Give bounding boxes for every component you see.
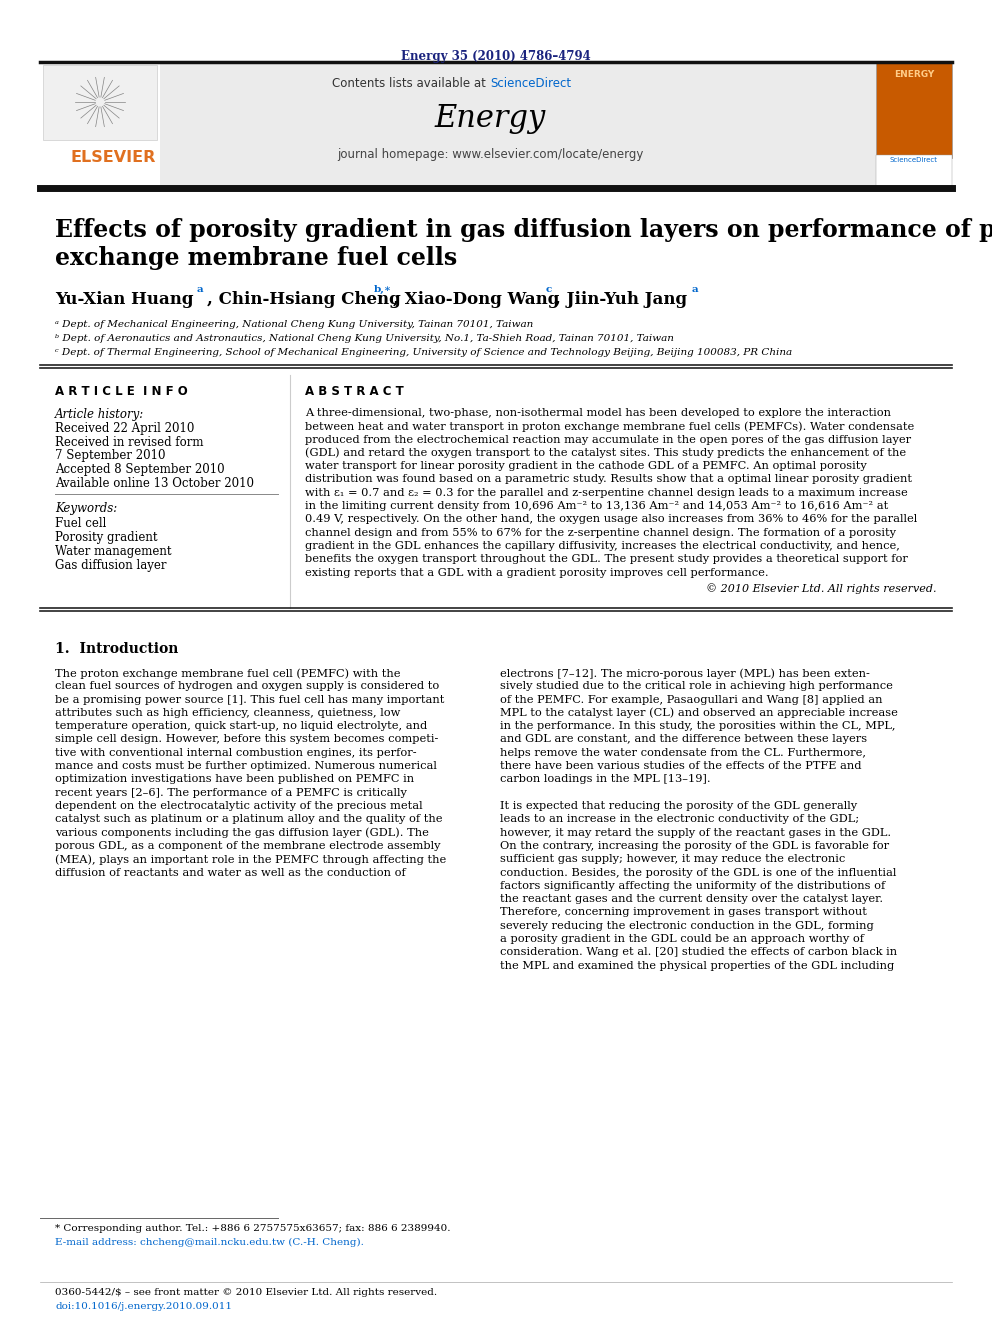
Text: Contents lists available at: Contents lists available at bbox=[332, 77, 490, 90]
Text: Available online 13 October 2010: Available online 13 October 2010 bbox=[55, 478, 254, 490]
Text: 0.49 V, respectively. On the other hand, the oxygen usage also increases from 36: 0.49 V, respectively. On the other hand,… bbox=[305, 515, 918, 524]
Text: benefits the oxygen transport throughout the GDL. The present study provides a t: benefits the oxygen transport throughout… bbox=[305, 554, 908, 565]
Text: It is expected that reducing the porosity of the GDL generally: It is expected that reducing the porosit… bbox=[500, 800, 857, 811]
Text: channel design and from 55% to 67% for the z-serpentine channel design. The form: channel design and from 55% to 67% for t… bbox=[305, 528, 896, 537]
Text: dependent on the electrocatalytic activity of the precious metal: dependent on the electrocatalytic activi… bbox=[55, 800, 423, 811]
Text: helps remove the water condensate from the CL. Furthermore,: helps remove the water condensate from t… bbox=[500, 747, 866, 758]
Text: recent years [2–6]. The performance of a PEMFC is critically: recent years [2–6]. The performance of a… bbox=[55, 787, 407, 798]
Text: ELSEVIER: ELSEVIER bbox=[70, 149, 156, 165]
Text: catalyst such as platinum or a platinum alloy and the quality of the: catalyst such as platinum or a platinum … bbox=[55, 814, 442, 824]
Text: Porosity gradient: Porosity gradient bbox=[55, 531, 158, 544]
Text: , Xiao-Dong Wang: , Xiao-Dong Wang bbox=[393, 291, 559, 308]
Text: b,∗: b,∗ bbox=[374, 284, 392, 294]
Text: ScienceDirect: ScienceDirect bbox=[490, 77, 571, 90]
Text: temperature operation, quick start-up, no liquid electrolyte, and: temperature operation, quick start-up, n… bbox=[55, 721, 428, 732]
Text: Therefore, concerning improvement in gases transport without: Therefore, concerning improvement in gas… bbox=[500, 908, 867, 917]
Text: factors significantly affecting the uniformity of the distributions of: factors significantly affecting the unif… bbox=[500, 881, 885, 890]
Text: c: c bbox=[546, 284, 553, 294]
Text: attributes such as high efficiency, cleanness, quietness, low: attributes such as high efficiency, clea… bbox=[55, 708, 401, 718]
Text: in the limiting current density from 10,696 Am⁻² to 13,136 Am⁻² and 14,053 Am⁻² : in the limiting current density from 10,… bbox=[305, 501, 888, 511]
Text: conduction. Besides, the porosity of the GDL is one of the influential: conduction. Besides, the porosity of the… bbox=[500, 868, 897, 877]
Text: leads to an increase in the electronic conductivity of the GDL;: leads to an increase in the electronic c… bbox=[500, 814, 859, 824]
Text: On the contrary, increasing the porosity of the GDL is favorable for: On the contrary, increasing the porosity… bbox=[500, 841, 889, 851]
Text: Received in revised form: Received in revised form bbox=[55, 437, 203, 448]
Text: porous GDL, as a component of the membrane electrode assembly: porous GDL, as a component of the membra… bbox=[55, 841, 440, 851]
Text: ᵃ Dept. of Mechanical Engineering, National Cheng Kung University, Tainan 70101,: ᵃ Dept. of Mechanical Engineering, Natio… bbox=[55, 320, 534, 329]
Text: doi:10.1016/j.energy.2010.09.011: doi:10.1016/j.energy.2010.09.011 bbox=[55, 1302, 232, 1311]
Text: Received 22 April 2010: Received 22 April 2010 bbox=[55, 422, 194, 435]
Text: of the PEMFC. For example, Pasaogullari and Wang [8] applied an: of the PEMFC. For example, Pasaogullari … bbox=[500, 695, 883, 705]
Text: (GDL) and retard the oxygen transport to the catalyst sites. This study predicts: (GDL) and retard the oxygen transport to… bbox=[305, 448, 906, 459]
Text: various components including the gas diffusion layer (GDL). The: various components including the gas dif… bbox=[55, 828, 429, 839]
Text: there have been various studies of the effects of the PTFE and: there have been various studies of the e… bbox=[500, 761, 861, 771]
Text: and GDL are constant, and the difference between these layers: and GDL are constant, and the difference… bbox=[500, 734, 867, 745]
Text: gradient in the GDL enhances the capillary diffusivity, increases the electrical: gradient in the GDL enhances the capilla… bbox=[305, 541, 900, 550]
Text: ScienceDirect: ScienceDirect bbox=[890, 157, 938, 163]
Text: 0360-5442/$ – see front matter © 2010 Elsevier Ltd. All rights reserved.: 0360-5442/$ – see front matter © 2010 El… bbox=[55, 1289, 437, 1297]
Text: sufficient gas supply; however, it may reduce the electronic: sufficient gas supply; however, it may r… bbox=[500, 855, 845, 864]
Text: be a promising power source [1]. This fuel cell has many important: be a promising power source [1]. This fu… bbox=[55, 695, 444, 705]
Text: sively studied due to the critical role in achieving high performance: sively studied due to the critical role … bbox=[500, 681, 893, 692]
Text: © 2010 Elsevier Ltd. All rights reserved.: © 2010 Elsevier Ltd. All rights reserved… bbox=[706, 583, 937, 594]
Text: Yu-Xian Huang: Yu-Xian Huang bbox=[55, 291, 193, 308]
Text: Gas diffusion layer: Gas diffusion layer bbox=[55, 560, 167, 572]
Text: electrons [7–12]. The micro-porous layer (MPL) has been exten-: electrons [7–12]. The micro-porous layer… bbox=[500, 668, 870, 679]
Text: 7 September 2010: 7 September 2010 bbox=[55, 448, 166, 462]
Text: Energy: Energy bbox=[434, 103, 546, 134]
Text: , Jiin-Yuh Jang: , Jiin-Yuh Jang bbox=[555, 291, 687, 308]
Text: Article history:: Article history: bbox=[55, 407, 144, 421]
Text: The proton exchange membrane fuel cell (PEMFC) with the: The proton exchange membrane fuel cell (… bbox=[55, 668, 401, 679]
Text: water transport for linear porosity gradient in the cathode GDL of a PEMFC. An o: water transport for linear porosity grad… bbox=[305, 462, 867, 471]
Text: * Corresponding author. Tel.: +886 6 2757575x63657; fax: 886 6 2389940.: * Corresponding author. Tel.: +886 6 275… bbox=[55, 1224, 450, 1233]
Text: Fuel cell: Fuel cell bbox=[55, 517, 106, 531]
FancyBboxPatch shape bbox=[40, 64, 160, 187]
Text: 1.  Introduction: 1. Introduction bbox=[55, 642, 179, 656]
Text: a: a bbox=[692, 284, 698, 294]
Text: MPL to the catalyst layer (CL) and observed an appreciable increase: MPL to the catalyst layer (CL) and obser… bbox=[500, 708, 898, 718]
Text: with ε₁ = 0.7 and ε₂ = 0.3 for the parallel and z-serpentine channel design lead: with ε₁ = 0.7 and ε₂ = 0.3 for the paral… bbox=[305, 488, 908, 497]
Text: produced from the electrochemical reaction may accumulate in the open pores of t: produced from the electrochemical reacti… bbox=[305, 434, 911, 445]
Text: (MEA), plays an important role in the PEMFC through affecting the: (MEA), plays an important role in the PE… bbox=[55, 855, 446, 865]
Text: A R T I C L E  I N F O: A R T I C L E I N F O bbox=[55, 385, 187, 398]
Text: Accepted 8 September 2010: Accepted 8 September 2010 bbox=[55, 463, 224, 476]
Text: ENERGY: ENERGY bbox=[894, 70, 934, 79]
Text: however, it may retard the supply of the reactant gases in the GDL.: however, it may retard the supply of the… bbox=[500, 828, 891, 837]
Text: optimization investigations have been published on PEMFC in: optimization investigations have been pu… bbox=[55, 774, 414, 785]
Text: simple cell design. However, before this system becomes competi-: simple cell design. However, before this… bbox=[55, 734, 438, 745]
FancyBboxPatch shape bbox=[876, 64, 952, 157]
Text: in the performance. In this study, the porosities within the CL, MPL,: in the performance. In this study, the p… bbox=[500, 721, 896, 732]
Text: , Chin-Hsiang Cheng: , Chin-Hsiang Cheng bbox=[207, 291, 401, 308]
Text: distribution was found based on a parametric study. Results show that a optimal : distribution was found based on a parame… bbox=[305, 475, 912, 484]
Text: Energy 35 (2010) 4786–4794: Energy 35 (2010) 4786–4794 bbox=[401, 50, 591, 64]
Text: A B S T R A C T: A B S T R A C T bbox=[305, 385, 404, 398]
Text: the MPL and examined the physical properties of the GDL including: the MPL and examined the physical proper… bbox=[500, 960, 894, 971]
Text: exchange membrane fuel cells: exchange membrane fuel cells bbox=[55, 246, 457, 270]
Text: clean fuel sources of hydrogen and oxygen supply is considered to: clean fuel sources of hydrogen and oxyge… bbox=[55, 681, 439, 692]
Text: diffusion of reactants and water as well as the conduction of: diffusion of reactants and water as well… bbox=[55, 868, 406, 877]
FancyBboxPatch shape bbox=[40, 64, 952, 187]
Text: journal homepage: www.elsevier.com/locate/energy: journal homepage: www.elsevier.com/locat… bbox=[337, 148, 643, 161]
Text: consideration. Wang et al. [20] studied the effects of carbon black in: consideration. Wang et al. [20] studied … bbox=[500, 947, 897, 958]
Text: tive with conventional internal combustion engines, its perfor-: tive with conventional internal combusti… bbox=[55, 747, 417, 758]
FancyBboxPatch shape bbox=[43, 65, 157, 140]
Text: mance and costs must be further optimized. Numerous numerical: mance and costs must be further optimize… bbox=[55, 761, 436, 771]
Text: the reactant gases and the current density over the catalyst layer.: the reactant gases and the current densi… bbox=[500, 894, 883, 904]
Text: E-mail address: chcheng@mail.ncku.edu.tw (C.-H. Cheng).: E-mail address: chcheng@mail.ncku.edu.tw… bbox=[55, 1238, 364, 1248]
Text: severely reducing the electronic conduction in the GDL, forming: severely reducing the electronic conduct… bbox=[500, 921, 874, 930]
Text: A three-dimensional, two-phase, non-isothermal model has been developed to explo: A three-dimensional, two-phase, non-isot… bbox=[305, 407, 891, 418]
Text: a: a bbox=[197, 284, 203, 294]
Text: Keywords:: Keywords: bbox=[55, 501, 117, 515]
Text: Water management: Water management bbox=[55, 545, 172, 558]
Text: Effects of porosity gradient in gas diffusion layers on performance of proton: Effects of porosity gradient in gas diff… bbox=[55, 218, 992, 242]
Text: existing reports that a GDL with a gradient porosity improves cell performance.: existing reports that a GDL with a gradi… bbox=[305, 568, 769, 578]
Text: carbon loadings in the MPL [13–19].: carbon loadings in the MPL [13–19]. bbox=[500, 774, 710, 785]
FancyBboxPatch shape bbox=[876, 155, 952, 187]
Text: between heat and water transport in proton exchange membrane fuel cells (PEMFCs): between heat and water transport in prot… bbox=[305, 421, 915, 431]
Text: ᶜ Dept. of Thermal Engineering, School of Mechanical Engineering, University of : ᶜ Dept. of Thermal Engineering, School o… bbox=[55, 348, 793, 357]
Text: a porosity gradient in the GDL could be an approach worthy of: a porosity gradient in the GDL could be … bbox=[500, 934, 864, 945]
Text: ᵇ Dept. of Aeronautics and Astronautics, National Cheng Kung University, No.1, T: ᵇ Dept. of Aeronautics and Astronautics,… bbox=[55, 333, 674, 343]
